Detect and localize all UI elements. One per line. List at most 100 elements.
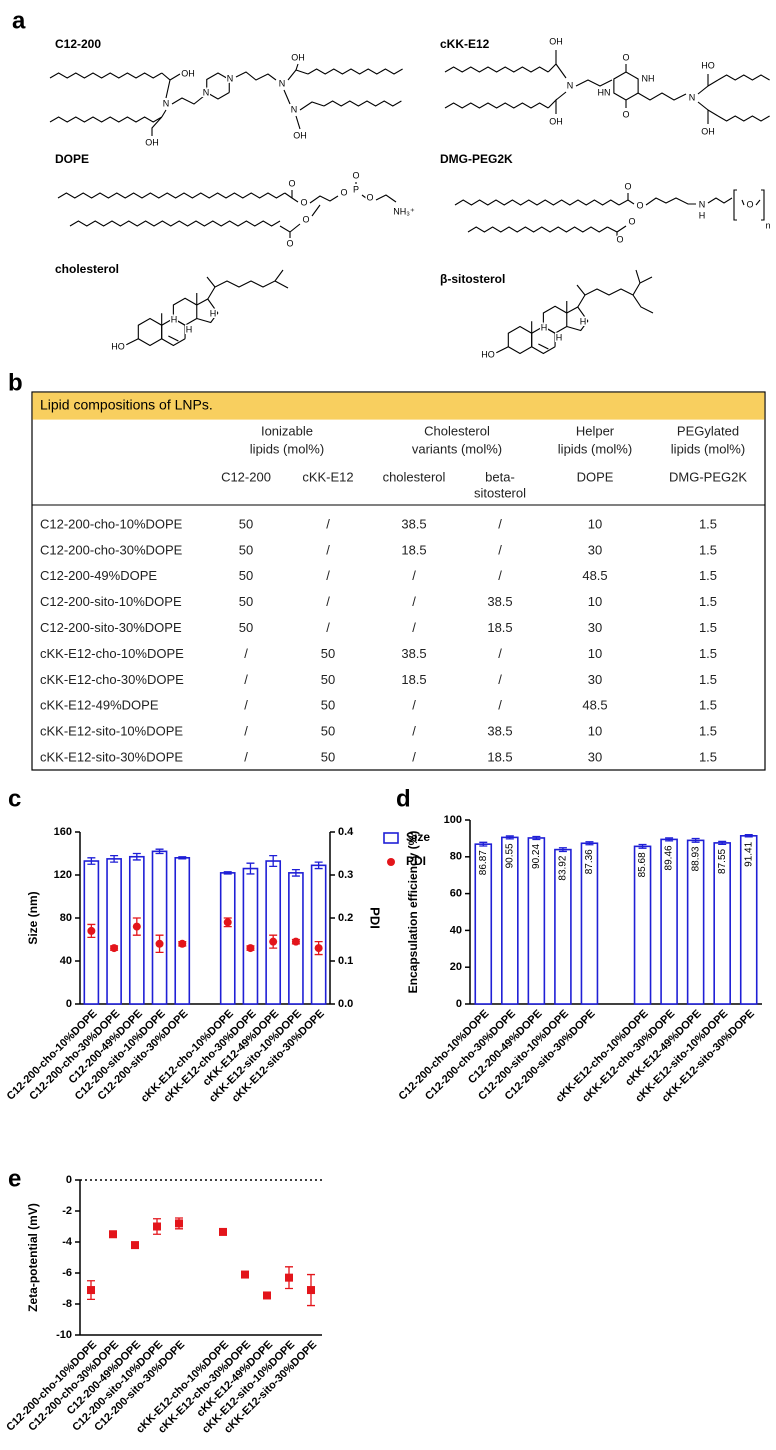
bond (307, 68, 403, 75)
error-bar (87, 857, 96, 865)
row-label: C12-200-cho-30%DOPE (40, 542, 183, 557)
structure-name: cKK-E12 (440, 37, 490, 51)
atom-label: O (352, 170, 359, 180)
row-label: C12-200-sito-30%DOPE (40, 620, 182, 635)
bar (242, 867, 259, 1005)
error-bar (665, 837, 674, 842)
bond (496, 346, 509, 354)
error-bar (291, 868, 300, 877)
panel-label: c (8, 785, 21, 812)
column-header: sitosterol (474, 485, 526, 500)
data-label: 91.41 (743, 841, 754, 866)
legend-swatch (383, 832, 399, 844)
error-bar (87, 1280, 95, 1300)
y2-tick-label: 0.1 (338, 955, 353, 967)
error-bar (241, 1272, 249, 1277)
y-tick-label: 80 (450, 851, 462, 863)
bond (168, 335, 179, 342)
table-cell: / (498, 516, 502, 531)
bond (717, 115, 770, 122)
table-cell: / (498, 646, 502, 661)
table-cell: / (244, 724, 248, 739)
y-tick-label: -4 (62, 1236, 73, 1248)
bar (151, 850, 168, 1005)
atom-label: OH (701, 126, 715, 136)
error-bar (505, 835, 514, 840)
table-cell: 30 (588, 620, 602, 635)
bond (555, 63, 567, 79)
data-label: 87.36 (584, 849, 595, 874)
column-header: beta- (485, 469, 515, 484)
table-cell: / (326, 516, 330, 531)
atom-label: O (288, 178, 295, 188)
bond (206, 72, 230, 100)
atom-label: O (746, 199, 753, 209)
bond (637, 92, 687, 101)
table-cell: 18.5 (487, 620, 512, 635)
table-cell: / (244, 646, 248, 661)
bond (196, 298, 219, 324)
table-title: Lipid compositions of LNPs. (40, 397, 213, 413)
bond (57, 192, 286, 199)
y-tick-label: 40 (60, 955, 72, 967)
column-header: DMG-PEG2K (669, 469, 747, 484)
row-label: cKK-E12-sito-10%DOPE (40, 724, 183, 739)
atom-label: OH (549, 36, 563, 46)
y2-tick-label: 0.2 (338, 912, 353, 924)
y2-axis-title: PDI (368, 907, 383, 929)
data-label: 85.68 (637, 852, 648, 877)
error-bar (585, 841, 594, 846)
table-cell: 38.5 (401, 646, 426, 661)
error-bar (178, 941, 187, 947)
column-header: C12-200 (221, 469, 271, 484)
bond (323, 100, 402, 107)
error-bar (314, 941, 323, 956)
bond (547, 98, 557, 114)
error-bar (291, 938, 300, 945)
table-cell: 1.5 (699, 620, 717, 635)
table-cell: 1.5 (699, 698, 717, 713)
bond (555, 91, 567, 101)
table-cell: 48.5 (582, 698, 607, 713)
structure-name: DMG-PEG2K (440, 152, 513, 166)
atom-label: N (689, 92, 696, 102)
bond (169, 73, 181, 81)
table-cell: / (412, 724, 416, 739)
atom-label: O (636, 200, 643, 210)
atom-label: O (616, 234, 623, 244)
legend-swatch (387, 858, 395, 866)
y2-tick-label: 0.3 (338, 869, 353, 881)
error-bar (132, 852, 141, 861)
y-tick-label: 100 (444, 814, 462, 826)
error-bar (479, 841, 488, 847)
error-bar (132, 917, 141, 936)
bond (761, 189, 765, 221)
atom-label: NH (642, 73, 655, 83)
table-cell: 30 (588, 750, 602, 765)
bond (547, 50, 557, 73)
atom-label: O (622, 109, 629, 119)
row-label: C12-200-49%DOPE (40, 568, 157, 583)
data-label: 88.93 (690, 846, 701, 871)
error-bar (246, 945, 255, 951)
error-bar (155, 848, 164, 855)
table-cell: 50 (239, 620, 253, 635)
atom-label: n (765, 220, 770, 230)
atom-label: H (171, 314, 178, 324)
row-label: cKK-E12-cho-30%DOPE (40, 672, 184, 687)
table-cell: / (498, 568, 502, 583)
table-cell: / (412, 620, 416, 635)
atom-label: N (699, 199, 706, 209)
error-bar (638, 843, 647, 849)
y-tick-label: 0 (456, 998, 462, 1010)
bond (69, 220, 281, 227)
bond (274, 280, 289, 289)
table-cell: 50 (321, 750, 335, 765)
bar (265, 860, 282, 1005)
atom-label: OH (549, 116, 563, 126)
table-cell: 1.5 (699, 646, 717, 661)
error-bar (558, 847, 567, 853)
bond (632, 276, 653, 296)
legend-label: PDI (406, 854, 426, 868)
